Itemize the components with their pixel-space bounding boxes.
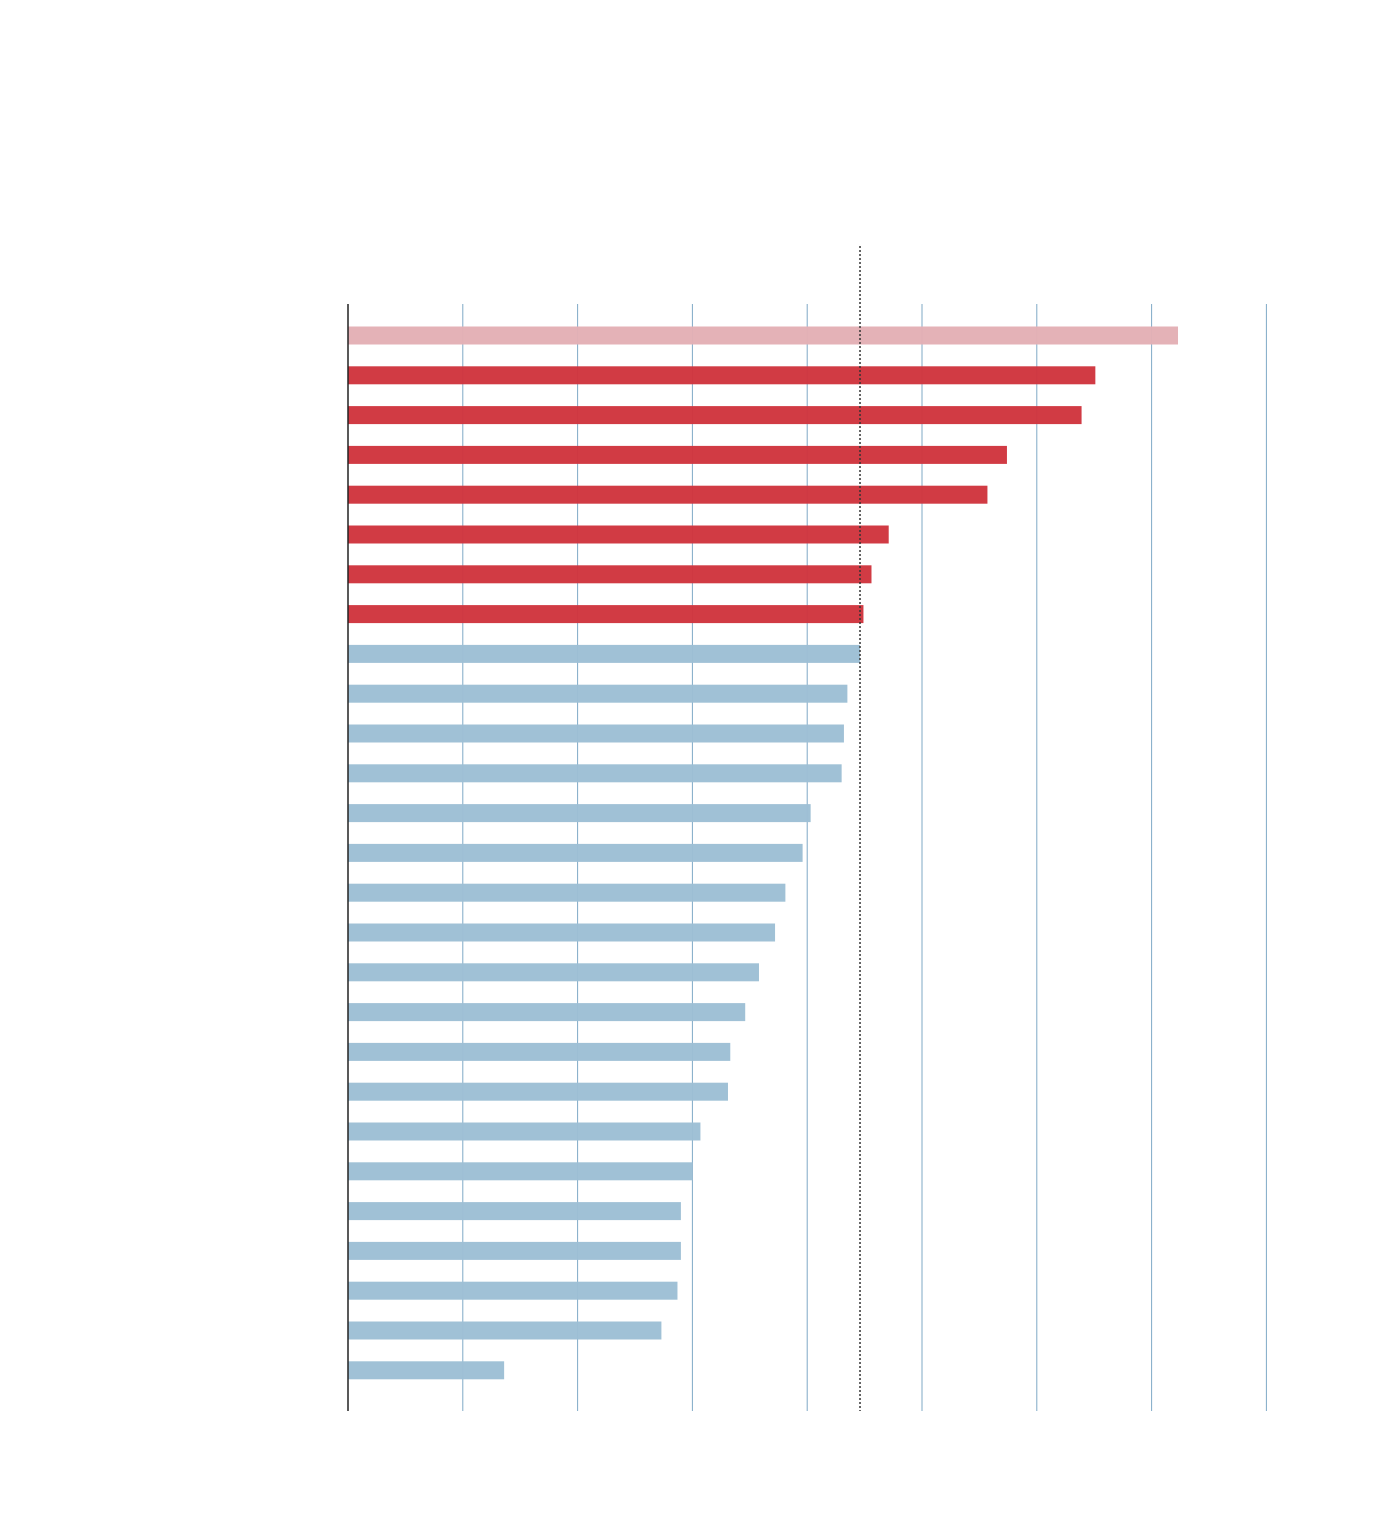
bar [348, 1361, 505, 1380]
bars [348, 326, 1179, 1380]
bar [348, 843, 803, 862]
bar [348, 1082, 728, 1101]
bar [348, 366, 1096, 385]
bar [348, 605, 864, 624]
bar [348, 1321, 662, 1340]
bar [348, 485, 988, 504]
bar [348, 525, 889, 544]
bar [348, 1003, 746, 1022]
bar [348, 326, 1179, 345]
bar [348, 963, 759, 982]
bar [348, 923, 776, 942]
bar [348, 644, 861, 663]
bar [348, 1042, 731, 1061]
bar [348, 1122, 701, 1141]
bar [348, 684, 848, 703]
bar [348, 883, 786, 902]
bar [348, 1202, 681, 1221]
bar [348, 406, 1082, 425]
bar [348, 1162, 693, 1181]
bar [348, 565, 872, 584]
bar [348, 1241, 681, 1260]
bar [348, 724, 844, 743]
bar [348, 804, 811, 823]
bar [348, 764, 842, 783]
bar [348, 445, 1007, 464]
bar [348, 1281, 678, 1300]
